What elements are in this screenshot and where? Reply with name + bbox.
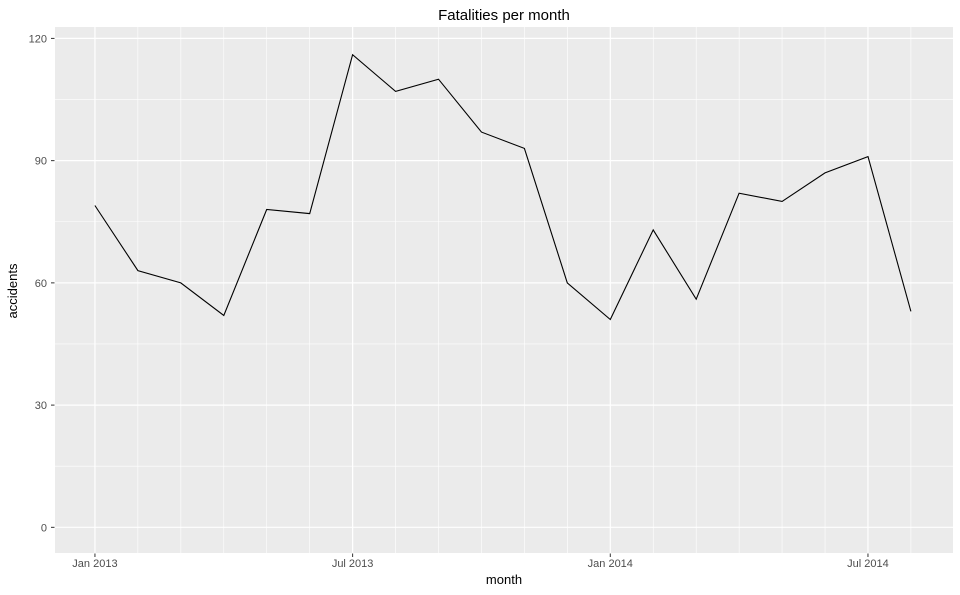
axis-tick-marks: [51, 37, 869, 557]
y-tick-label: 90: [35, 156, 47, 168]
y-tick-label: 0: [41, 522, 47, 534]
y-tick-label: 60: [35, 278, 47, 290]
x-tick-label: Jan 2014: [588, 558, 633, 570]
fatalities-line-series: [94, 53, 912, 321]
x-axis-title: month: [486, 572, 522, 587]
axis-tick-labels: Jan 2013 Jul 2013 Jan 2014 Jul 2014 0 30 60 90 1…: [29, 33, 889, 570]
x-tick-label: Jul 2014: [847, 558, 889, 570]
plot-panel: [55, 27, 953, 553]
x-tick-label: Jul 2013: [332, 558, 374, 570]
chart-title: Fatalities per month: [438, 7, 570, 24]
x-tick-label: Jan 2013: [72, 558, 117, 570]
y-axis-title: accidents: [5, 263, 20, 318]
y-tick-label: 30: [35, 400, 47, 412]
y-tick-label: 120: [29, 33, 47, 45]
gridlines-major: [55, 27, 953, 553]
gridlines-minor: [55, 27, 953, 553]
